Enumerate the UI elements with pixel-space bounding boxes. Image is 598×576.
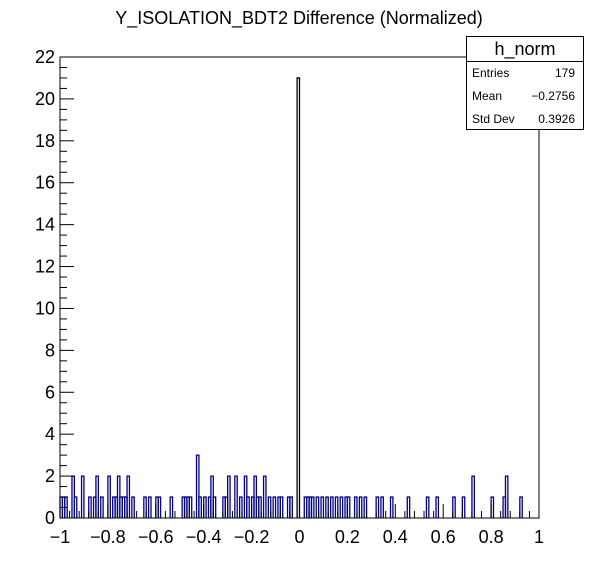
histogram-bin [147,496,152,518]
histogram-bin [461,496,466,518]
histogram-bin [88,496,92,518]
histogram-bin [363,496,368,518]
histogram-bin [272,496,277,518]
stats-value: 0.3926 [538,112,575,126]
histogram-bin [234,475,238,518]
histogram-bin [504,475,509,518]
y-tick-label: 16 [35,173,55,193]
stats-box: h_norm Entries 179 Mean −0.2756 Std Dev … [466,36,584,130]
histogram-bin [188,496,193,518]
histogram-bars [59,77,523,518]
x-tick-label: −0.4 [186,527,222,547]
y-tick-label: 12 [35,257,55,277]
histogram-bin [246,496,250,518]
y-tick-label: 18 [35,131,55,151]
y-tick-label: 2 [45,466,55,486]
histogram-bin [238,496,243,518]
histogram-bin [198,496,202,518]
histogram-bin [358,496,363,518]
y-tick-label: 20 [35,89,55,109]
histogram-bin [425,496,430,518]
histogram-bin [80,475,85,518]
stats-label: Entries [472,66,510,80]
x-tick-label: −0.8 [90,527,126,547]
histogram-bin [315,496,320,518]
histogram-bin [143,496,147,518]
x-tick-label: 0.6 [431,527,456,547]
histogram-bin [212,496,217,518]
stats-title: h_norm [467,37,583,62]
stats-value: −0.2756 [531,89,575,103]
y-tick-label: 0 [45,508,55,528]
histogram-bin [126,475,131,518]
x-tick-label: 0.2 [335,527,360,547]
histogram-bin [471,475,475,518]
stats-row-stddev: Std Dev 0.3926 [467,108,583,131]
histogram-bin [157,496,162,518]
histogram-bin [296,77,301,518]
histogram-bin [519,496,523,518]
histogram-bin [100,496,104,518]
histogram-bin [227,475,231,518]
x-tick-label: 1 [534,527,544,547]
stats-row-mean: Mean −0.2756 [467,85,583,108]
x-axis: −1 −0.8 −0.6 −0.4 −0.2 0 0.2 0.4 0.6 0.8 1 [50,504,544,547]
histogram-bin [334,496,339,518]
chart-title: Y_ISOLATION_BDT2 Difference (Normalized) [115,8,483,28]
histogram-bin [452,496,456,518]
y-tick-label: 4 [45,424,55,444]
stats-value: 179 [554,66,575,80]
histogram-bin [380,496,384,518]
histogram-bin [169,496,174,518]
histogram-bin [389,496,394,518]
y-tick-label: 8 [45,340,55,360]
y-tick-label: 22 [35,47,55,67]
histogram-bin [131,496,135,518]
x-tick-label: 0.4 [383,527,408,547]
y-tick-label: 10 [35,298,55,318]
y-tick-label: 14 [35,215,55,235]
histogram-bin [289,496,293,518]
x-tick-label: −1 [50,527,71,547]
stats-row-entries: Entries 179 [467,62,583,85]
histogram-bin [310,496,315,518]
histogram-bin [267,496,272,518]
histogram-bin [279,496,284,518]
histogram-bin [320,496,325,518]
histogram-bin [95,475,99,518]
histogram-bin [73,496,78,518]
stats-label: Mean [472,89,503,103]
histogram-bin [375,496,380,518]
x-tick-label: 0.8 [479,527,504,547]
histogram-bin [406,496,411,518]
x-tick-label: −0.2 [234,527,270,547]
histogram-bin [435,496,440,518]
histogram-bin [353,496,358,518]
x-tick-label: 0 [294,527,304,547]
histogram-bin [339,496,344,518]
stats-label: Std Dev [472,112,515,126]
y-tick-label: 6 [45,382,55,402]
histogram-bin [258,496,262,518]
histogram-bin [262,475,267,518]
histogram-bin [329,496,334,518]
histogram-bin [195,454,200,518]
histogram-bin [325,496,329,518]
histogram-bin [107,475,111,518]
x-tick-label: −0.6 [138,527,174,547]
y-axis: 0 2 4 6 8 10 12 14 16 18 20 22 [35,47,74,528]
